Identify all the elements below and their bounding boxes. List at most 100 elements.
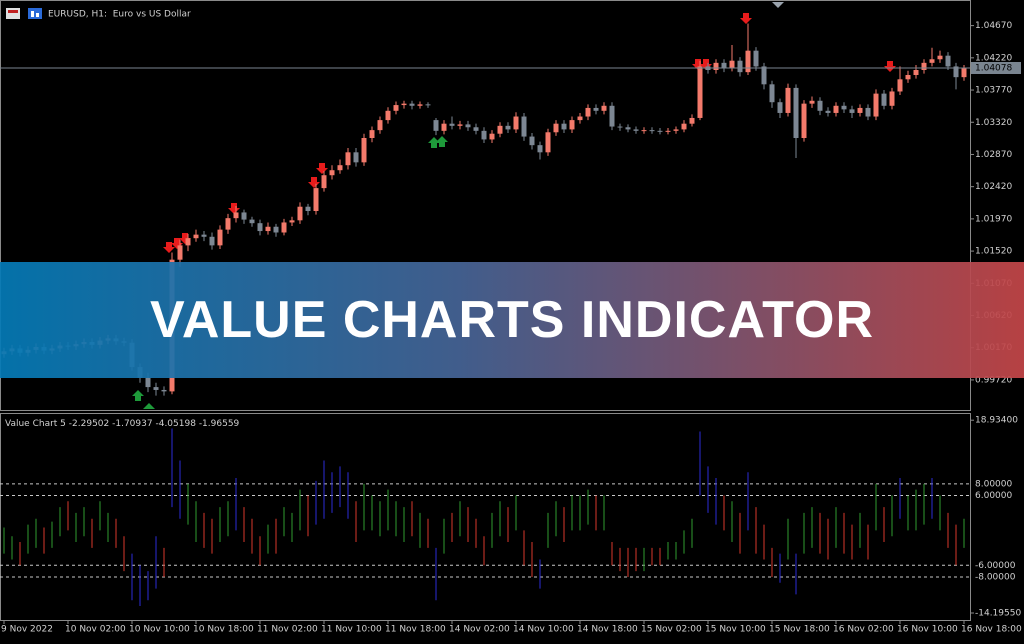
x-tick-label: 10 Nov 10:00	[129, 625, 190, 635]
candle-body	[849, 109, 855, 113]
candle-body	[553, 123, 559, 133]
y-tick-label: 1.02870	[975, 150, 1012, 160]
candle-body	[569, 120, 575, 130]
candle-body	[513, 116, 519, 130]
level-label: 8.00000	[975, 479, 1012, 489]
candle-body	[561, 123, 567, 130]
x-tick-label: 11 Nov 02:00	[257, 625, 318, 635]
candle-body	[481, 130, 487, 140]
y-tick-label: 1.04670	[975, 21, 1012, 31]
candle-body	[225, 218, 231, 230]
x-tick-label: 14 Nov 10:00	[513, 625, 574, 635]
candle-body	[241, 212, 247, 220]
candle-body	[713, 62, 719, 70]
indicator-title: Value Chart 5 -2.29502 -1.70937 -4.05198…	[5, 419, 240, 429]
candle-body	[681, 123, 687, 130]
candle-body	[769, 84, 775, 103]
icon	[36, 13, 39, 17]
candle-body	[201, 234, 207, 237]
indicator-name: Value Chart 5	[5, 419, 66, 429]
candle-body	[401, 103, 407, 106]
candle-body	[593, 107, 599, 111]
candle-body	[529, 136, 535, 146]
candle-body	[393, 105, 399, 111]
candle-body	[385, 110, 391, 121]
x-tick-label: 15 Nov 10:00	[705, 625, 766, 635]
candle-body	[937, 55, 943, 60]
candle-body	[521, 116, 527, 137]
candle-body	[497, 125, 503, 134]
x-tick-label: 10 Nov 02:00	[65, 625, 126, 635]
candle-body	[545, 132, 551, 153]
candle-body	[777, 102, 783, 113]
candle-body	[609, 105, 615, 127]
candle-body	[465, 124, 471, 128]
candle-body	[209, 236, 215, 246]
x-tick-label: 15 Nov 02:00	[641, 625, 702, 635]
candle-body	[753, 50, 759, 67]
candle-body	[673, 129, 679, 131]
indicator-panel-frame	[0, 413, 971, 621]
indicator-value: -4.05198	[155, 419, 196, 429]
candle-body	[505, 125, 511, 130]
candle-body	[913, 70, 919, 76]
banner: VALUE CHARTS INDICATOR	[0, 262, 1024, 378]
candle-body	[617, 126, 623, 128]
candle-body	[273, 226, 279, 233]
candle-body	[641, 130, 647, 132]
candle-body	[353, 152, 359, 163]
candle-body	[257, 223, 263, 232]
candle-body	[297, 206, 303, 221]
candle-body	[217, 229, 223, 246]
indicator-value: -1.70937	[112, 419, 152, 429]
y-tick-label: 1.03320	[975, 118, 1012, 128]
candle-body	[793, 87, 799, 138]
indicator-value: -2.29502	[69, 419, 109, 429]
candle-body	[281, 222, 287, 233]
y-tick-label: 0.99720	[975, 375, 1012, 385]
candle-body	[409, 103, 415, 106]
x-tick-label: 16 Nov 18:00	[961, 625, 1022, 635]
candle-body	[953, 66, 959, 78]
x-tick-label: 11 Nov 10:00	[321, 625, 382, 635]
banner-title: VALUE CHARTS INDICATOR	[150, 291, 874, 349]
candle-body	[233, 212, 239, 219]
candle-body	[161, 389, 167, 392]
candle-body	[489, 133, 495, 140]
candle-body	[441, 123, 447, 131]
chart-title: EURUSD, H1: Euro vs US Dollar	[48, 10, 191, 20]
current-price-box	[971, 61, 1021, 74]
y-tick-label: -14.19550	[975, 608, 1021, 618]
candle-body	[321, 175, 327, 189]
candle-body	[345, 152, 351, 166]
candle-body	[177, 245, 183, 260]
candle-body	[601, 105, 607, 111]
candle-body	[897, 79, 903, 92]
icon	[31, 11, 34, 17]
candle-body	[585, 107, 591, 117]
level-label: -6.00000	[975, 561, 1016, 571]
candle-body	[313, 188, 319, 212]
candle-body	[657, 130, 663, 132]
candle-body	[377, 120, 383, 131]
candle-body	[337, 165, 343, 171]
level-label: 6.00000	[975, 491, 1012, 501]
candle-body	[801, 103, 807, 138]
candle-body	[249, 219, 255, 224]
x-tick-label: 15 Nov 18:00	[769, 625, 830, 635]
candle-body	[625, 127, 631, 130]
candle-body	[665, 130, 671, 132]
y-tick-label: 18.93400	[975, 416, 1018, 426]
candle-body	[729, 60, 735, 68]
candle-body	[329, 170, 335, 176]
x-tick-label: 14 Nov 18:00	[577, 625, 638, 635]
candle-body	[473, 127, 479, 131]
candle-body	[761, 66, 767, 85]
candle-body	[961, 67, 967, 78]
candle-body	[185, 238, 191, 246]
candle-body	[449, 123, 455, 126]
candle-body	[577, 116, 583, 121]
candle-body	[921, 62, 927, 70]
level-label: -8.00000	[975, 572, 1016, 582]
